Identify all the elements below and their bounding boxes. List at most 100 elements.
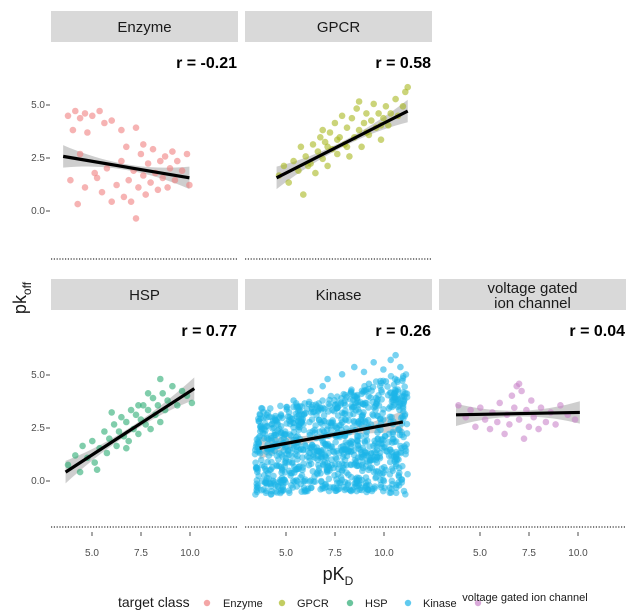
data-point-kinase (404, 470, 411, 478)
data-point-voltage-gated-ion-channel (511, 404, 518, 412)
data-point-hsp (91, 459, 98, 466)
x-tick-label: 10.0 (374, 548, 394, 559)
data-point-kinase (254, 415, 262, 423)
data-point-kinase (363, 437, 371, 444)
data-point-kinase (317, 455, 325, 462)
data-point-enzyme (171, 176, 179, 184)
data-point-voltage-gated-ion-channel (571, 416, 579, 423)
data-point-hsp (135, 430, 142, 438)
data-point-kinase (334, 479, 341, 487)
data-point-kinase (363, 399, 370, 407)
data-point-hsp (113, 442, 120, 450)
data-point-kinase (325, 475, 333, 483)
data-point-kinase (385, 405, 393, 412)
data-point-gpcr (326, 129, 334, 136)
y-axis-title: pkoff (10, 281, 34, 314)
data-point-kinase (329, 448, 337, 455)
data-point-enzyme (149, 145, 157, 153)
data-point-kinase (388, 477, 396, 485)
data-point-kinase (393, 376, 401, 384)
data-point-kinase (400, 415, 407, 422)
data-point-kinase (277, 437, 285, 444)
data-point-kinase (337, 473, 345, 481)
data-point-hsp (149, 394, 157, 402)
data-point-enzyme (166, 165, 174, 172)
data-point-kinase (315, 461, 322, 469)
data-point-kinase (401, 383, 409, 391)
data-point-kinase (388, 413, 395, 421)
data-point-kinase (257, 456, 265, 464)
data-point-kinase (324, 375, 331, 383)
data-point-gpcr (317, 134, 324, 141)
regression-line-kinase (259, 420, 404, 450)
data-point-gpcr (370, 100, 378, 108)
data-point-kinase (317, 470, 324, 477)
data-point-kinase (302, 409, 309, 417)
data-point-voltage-gated-ion-channel (472, 423, 479, 431)
data-point-kinase (384, 383, 391, 390)
data-point-kinase (400, 397, 408, 405)
data-point-kinase (298, 472, 306, 479)
regression-line-enzyme (62, 154, 190, 180)
data-point-voltage-gated-ion-channel (552, 421, 559, 428)
data-point-hsp (64, 461, 72, 469)
data-point-hsp (101, 428, 108, 435)
data-point-voltage-gated-ion-channel (535, 425, 542, 433)
data-point-gpcr (368, 117, 375, 124)
data-point-enzyme (183, 150, 191, 158)
data-point-kinase (403, 420, 411, 428)
data-point-gpcr (314, 148, 322, 155)
data-point-enzyme (125, 176, 132, 184)
legend-label-enzyme: Enzyme (223, 598, 263, 610)
data-point-kinase (345, 471, 352, 479)
panel-gpcr (275, 83, 412, 198)
data-point-kinase (358, 413, 366, 421)
data-point-kinase (361, 448, 369, 455)
data-point-enzyme (84, 129, 91, 136)
data-point-kinase (380, 406, 387, 413)
data-point-kinase (351, 483, 358, 491)
data-point-kinase (307, 484, 315, 492)
data-point-kinase (320, 412, 328, 419)
data-point-gpcr (334, 136, 341, 143)
data-point-kinase (253, 477, 261, 484)
data-point-kinase (397, 448, 404, 456)
data-point-enzyme (135, 184, 142, 191)
data-point-kinase (392, 393, 400, 400)
data-point-hsp (178, 387, 186, 395)
data-point-kinase (378, 465, 386, 472)
data-point-kinase (278, 469, 285, 476)
data-point-kinase (388, 485, 395, 493)
panel-kinase (251, 351, 411, 498)
data-point-hsp (135, 402, 142, 409)
data-point-voltage-gated-ion-channel (523, 406, 530, 414)
data-point-kinase (319, 426, 326, 434)
data-point-kinase (351, 418, 358, 426)
data-point-voltage-gated-ion-channel (542, 418, 550, 426)
data-point-enzyme (186, 181, 193, 189)
strip-label-vgic-line1: voltage gated (487, 280, 577, 297)
data-point-voltage-gated-ion-channel (486, 425, 494, 433)
data-point-enzyme (164, 184, 171, 191)
data-point-voltage-gated-ion-channel (530, 413, 537, 421)
data-point-kinase (387, 389, 395, 396)
x-axis-title-main: pK (323, 564, 345, 584)
strip-enzyme (51, 11, 238, 42)
data-point-enzyme (67, 176, 74, 184)
legend-label-voltage-gated-ion-channel: voltage gated ion channel (462, 592, 587, 604)
strip-hsp (51, 279, 238, 310)
data-point-kinase (346, 486, 353, 493)
data-point-enzyme (89, 112, 96, 120)
data-point-enzyme (127, 198, 135, 205)
data-point-enzyme (93, 174, 101, 182)
data-point-kinase (267, 480, 274, 488)
data-point-kinase (327, 392, 335, 400)
data-point-kinase (282, 430, 290, 438)
r-label-voltage-gated-ion-channel: r = 0.04 (569, 323, 625, 340)
data-point-kinase (264, 458, 271, 466)
data-point-hsp (157, 418, 164, 426)
data-point-kinase (372, 394, 380, 402)
strip-label-kinase: Kinase (316, 287, 362, 304)
data-point-hsp (188, 399, 196, 407)
x-tick-label: 10.0 (180, 548, 200, 559)
